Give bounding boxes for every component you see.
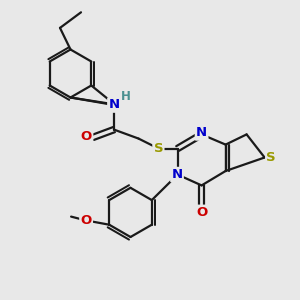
Text: O: O	[196, 206, 207, 219]
Text: O: O	[81, 130, 92, 143]
Text: N: N	[171, 168, 183, 181]
Text: H: H	[121, 90, 131, 103]
Text: S: S	[266, 151, 276, 164]
Text: O: O	[80, 214, 92, 227]
Text: S: S	[154, 142, 163, 155]
Text: N: N	[108, 98, 120, 112]
Text: N: N	[196, 126, 207, 140]
